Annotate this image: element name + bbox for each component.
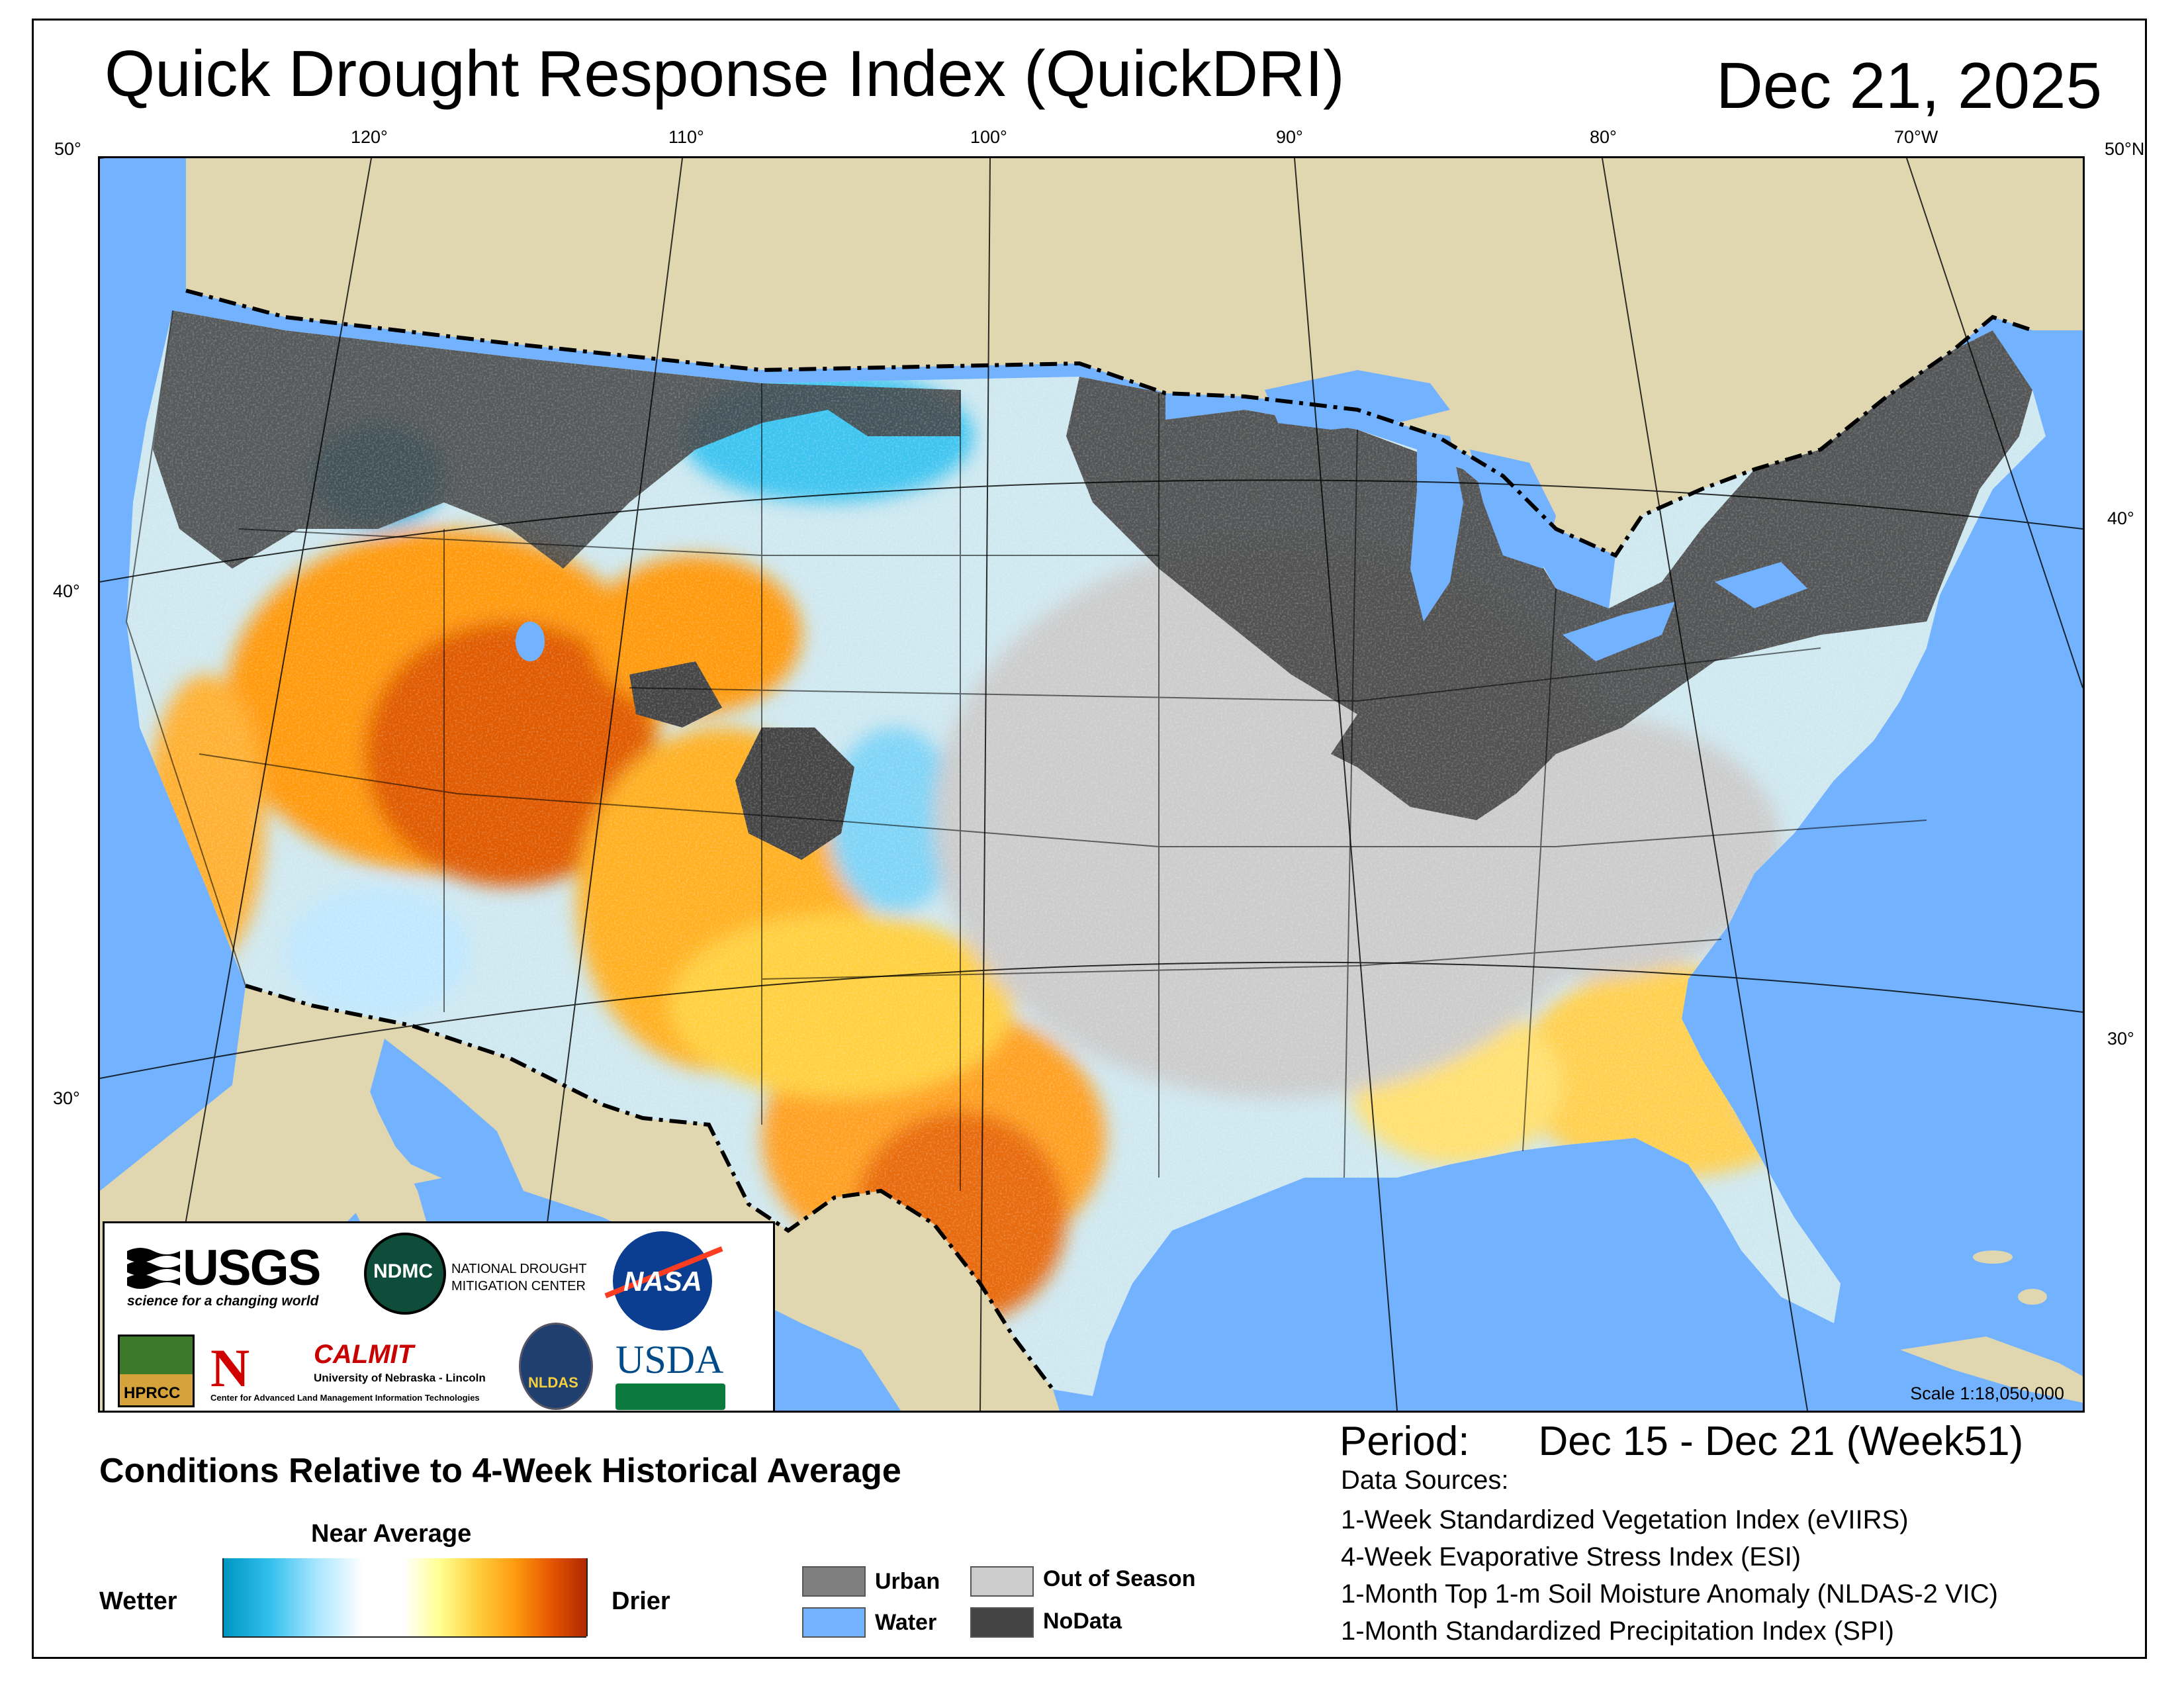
usda-logo: USDA (615, 1337, 728, 1410)
legend-wetter: Wetter (99, 1587, 177, 1615)
lat-label-right-30: 30° (2107, 1029, 2134, 1049)
map-title: Quick Drought Response Index (QuickDRI) (105, 37, 1345, 110)
lon-label-120: 120° (351, 127, 388, 147)
usgs-logo: USGS science for a changing world (127, 1240, 321, 1309)
data-source-1: 1-Week Standardized Vegetation Index (eV… (1341, 1505, 1909, 1534)
map-scale: Scale 1:18,050,000 (1910, 1383, 2064, 1403)
legend-wet-ramp (222, 1558, 363, 1636)
legend-ramp-axis (222, 1636, 586, 1638)
nasa-logo: NASA (601, 1230, 727, 1331)
period-value: Dec 15 - Dec 21 (Week51) (1538, 1419, 2024, 1464)
lon-label-70: 70°W (1894, 127, 1938, 147)
legend-title: Conditions Relative to 4-Week Historical… (99, 1452, 901, 1490)
swatch-water (802, 1607, 866, 1638)
hprcc-logo: HPRCC (118, 1335, 195, 1407)
legend-dry-ramp (404, 1558, 588, 1636)
lat-label-right-40: 40° (2107, 508, 2134, 528)
period-label: Period: (1340, 1419, 1470, 1464)
swatch-out-of-season (970, 1566, 1034, 1597)
label-nodata: NoData (1043, 1609, 1122, 1634)
period: Period: Dec 15 - Dec 21 (Week51) (1340, 1418, 2023, 1465)
legend-drier: Drier (612, 1587, 670, 1615)
map-date: Dec 21, 2025 (1716, 49, 2102, 122)
page-frame (32, 19, 2147, 1659)
lon-label-110: 110° (668, 127, 704, 147)
drought-map: USGS science for a changing world NDMC N… (98, 156, 2085, 1413)
calmit-logo: N CALMIT University of Nebraska - Lincol… (210, 1338, 486, 1403)
swatch-nodata (970, 1607, 1034, 1638)
nldas-logo: NLDAS (519, 1323, 593, 1410)
legend-near-average: Near Average (311, 1520, 472, 1548)
data-source-2: 4-Week Evaporative Stress Index (ESI) (1341, 1542, 1801, 1571)
lon-label-80: 80° (1590, 127, 1617, 147)
lat-label-left-30: 30° (53, 1088, 80, 1108)
swatch-urban (802, 1566, 866, 1597)
label-urban: Urban (875, 1569, 940, 1594)
partner-logos: USGS science for a changing world NDMC N… (103, 1221, 775, 1411)
label-out-of-season: Out of Season (1043, 1566, 1196, 1591)
data-source-3: 1-Month Top 1-m Soil Moisture Anomaly (N… (1341, 1579, 1998, 1609)
lon-label-90: 90° (1276, 127, 1303, 147)
lon-label-100: 100° (970, 127, 1007, 147)
lat-label-top-left: 50° (54, 139, 81, 159)
ndmc-logo: NDMC NATIONAL DROUGHT MITIGATION CENTER (364, 1233, 586, 1319)
lat-label-left-40: 40° (53, 581, 80, 601)
data-source-4: 1-Month Standardized Precipitation Index… (1341, 1617, 1894, 1646)
lat-label-top-right: 50°N (2105, 139, 2145, 159)
data-sources-title: Data Sources: (1341, 1466, 1509, 1495)
label-water: Water (875, 1610, 937, 1635)
